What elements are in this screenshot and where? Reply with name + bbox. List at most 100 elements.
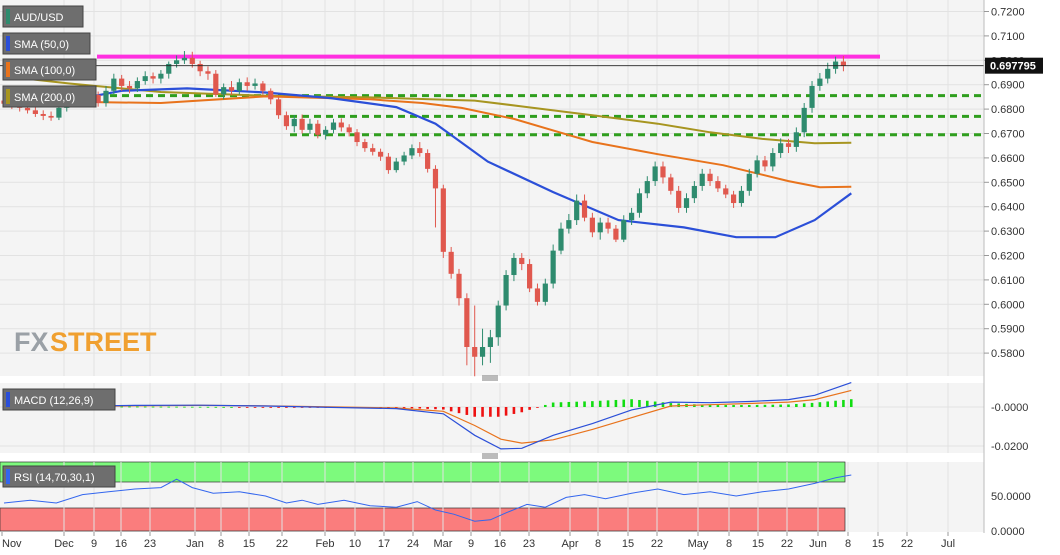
macd-histogram-bar (849, 399, 853, 407)
macd-histogram-bar (567, 401, 571, 407)
candle-body (103, 90, 109, 103)
candle-body (456, 273, 462, 299)
candle-body (134, 81, 140, 89)
macd-histogram-bar (559, 402, 563, 407)
macd-histogram-bar (473, 407, 476, 417)
legend-macd-bg (2, 388, 116, 411)
macd-histogram-bar (442, 407, 445, 410)
legend-rsi[interactable]: RSI (14,70,30,1) (2, 465, 116, 488)
fxstreet-logo: FX STREET (14, 327, 157, 357)
legend-sma200[interactable]: SMA (200,0) (2, 85, 97, 108)
legend-pair[interactable]: AUD/USD (2, 5, 84, 28)
rsi-line (3, 474, 852, 522)
x-tick-label: 9 (91, 538, 97, 550)
macd-histogram-bar (489, 407, 492, 417)
candle-body (519, 257, 525, 265)
macd-histogram-bar (732, 405, 735, 407)
rsi-axis: 50.0000 0.0000 (991, 491, 1031, 538)
candle-body (660, 166, 666, 178)
candle-body (56, 107, 62, 118)
macd-histogram-bar (779, 404, 782, 407)
candle-body (472, 347, 478, 357)
candle-body (487, 337, 493, 347)
candle-body (738, 190, 745, 204)
current-price-tag-bg (985, 57, 1043, 74)
x-tick-label: 9 (468, 538, 474, 550)
macd-histogram-bar (418, 407, 422, 409)
price-axis: 0.72000.71000.70000.69000.68000.67000.66… (984, 7, 1025, 360)
main-gridlines (0, 0, 984, 376)
x-tick-label: 8 (726, 538, 732, 550)
rsi-line-path (3, 474, 852, 522)
candle-body (197, 63, 203, 72)
price-tick-label: 0.5900 (991, 324, 1025, 336)
macd-tick-label: -0.0000 (991, 402, 1028, 414)
legend-sma100-swatch (6, 62, 10, 77)
macd-histogram-bar (645, 400, 649, 407)
candle-body (527, 264, 533, 289)
candle-body (613, 228, 619, 240)
macd-histogram-bar (810, 402, 814, 407)
candle-body (448, 251, 454, 274)
x-tick-label: 15 (622, 538, 634, 550)
candle-body (181, 57, 188, 61)
price-tick-label: 0.6900 (991, 80, 1025, 92)
legend-sma50-swatch (6, 36, 10, 51)
candle-body (142, 76, 148, 82)
candle-body (166, 63, 172, 74)
macd-histogram-bar (842, 399, 845, 407)
x-tick-label: 22 (651, 538, 663, 550)
legend-sma50[interactable]: SMA (50,0) (2, 32, 91, 55)
x-tick-label: 24 (407, 538, 419, 550)
candle-body (746, 173, 752, 191)
macd-histogram-bar (128, 406, 131, 408)
panel-resize-handle-1[interactable] (482, 375, 498, 381)
candle-body (346, 127, 352, 133)
macd-histogram-bar (512, 407, 516, 414)
candle-body (691, 185, 697, 199)
macd-histogram-bar (120, 406, 123, 408)
legend-pair-swatch (6, 9, 10, 24)
macd-histogram-bar (716, 405, 720, 407)
x-tick-label: 17 (378, 538, 390, 550)
legend-sma100-label: SMA (100,0) (14, 65, 75, 77)
macd-histogram-bar (151, 406, 155, 408)
macd-histogram-bar (457, 407, 461, 414)
rsi-overbought-zone (0, 461, 846, 483)
x-tick-label: Jul (941, 538, 955, 550)
macd-histogram-bar (238, 407, 241, 408)
macd-histogram-bar (496, 407, 500, 417)
legend-macd[interactable]: MACD (12,26,9) (2, 388, 116, 411)
candle-body (707, 173, 713, 182)
macd-histogram-bar (638, 399, 641, 407)
candle-body (236, 82, 242, 91)
macd-line (3, 382, 852, 450)
candle-body (432, 168, 439, 189)
sma100-line (3, 92, 852, 189)
rsi-oversold-zone (0, 507, 846, 532)
macd-histogram-bar (245, 407, 249, 408)
price-tick-label: 0.6400 (991, 202, 1025, 214)
macd-histogram-bar (747, 405, 751, 407)
panel-resize-handle-2[interactable] (482, 453, 498, 459)
price-tick-label: 0.6700 (991, 129, 1025, 141)
candle-body (315, 123, 321, 135)
legend-pair-label: AUD/USD (14, 12, 64, 24)
candle-body (636, 193, 643, 213)
x-tick-label: 23 (144, 538, 156, 550)
macd-histogram-bar (653, 401, 657, 407)
macd-histogram-bar (136, 406, 139, 408)
candle-body (260, 83, 266, 91)
candle-body (730, 194, 737, 204)
main-panel: FX STREET AUD/USD SMA (50,0) SMA (100,0)… (0, 0, 984, 377)
candle-body (150, 76, 156, 79)
price-tick-label: 0.6800 (991, 104, 1025, 116)
candle-body (111, 78, 117, 91)
legend-sma100[interactable]: SMA (100,0) (2, 58, 97, 81)
x-tick-label: 16 (494, 538, 506, 550)
macd-histogram-bar (143, 406, 147, 408)
logo-fx: FX (14, 327, 49, 357)
candle-body (801, 107, 807, 133)
macd-histogram-bar (410, 407, 414, 409)
